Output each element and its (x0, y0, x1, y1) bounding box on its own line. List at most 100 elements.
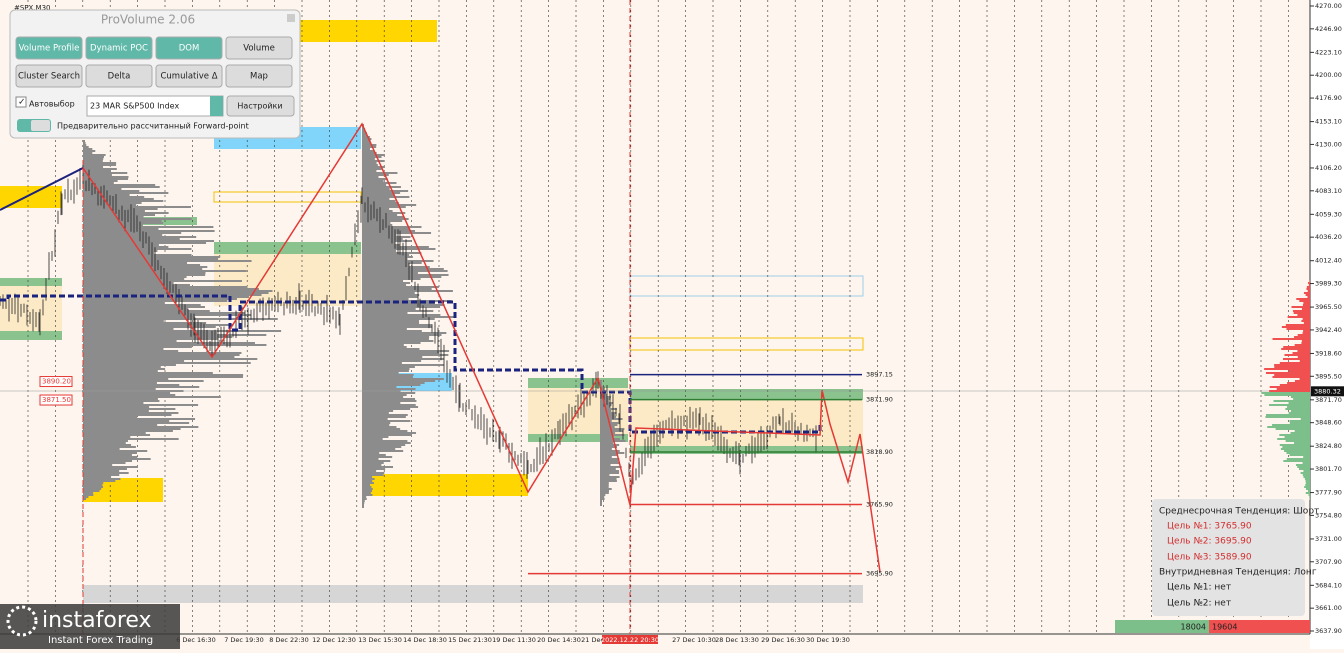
profile-bar (1303, 474, 1310, 476)
profile-bar (1298, 334, 1310, 336)
profile-bar (362, 376, 413, 378)
profile-bar (83, 226, 213, 228)
profile-bar (362, 336, 429, 338)
profile-bar (362, 444, 405, 446)
profile-bar (362, 184, 386, 186)
profile-bar (600, 490, 609, 492)
profile-bar (362, 504, 364, 506)
profile-bar (83, 154, 106, 156)
profile-bar (600, 480, 617, 482)
profile-bar (83, 216, 144, 218)
profile-bar (1308, 290, 1310, 292)
level-label: 3695.90 (866, 570, 893, 578)
forward-point-label: Предварительно рассчитанный Forward-poin… (57, 122, 249, 131)
profile-bar (1280, 362, 1310, 364)
profile-bar (83, 192, 168, 194)
zone (83, 585, 863, 603)
profile-bar (600, 498, 605, 500)
profile-bar (1296, 464, 1310, 466)
profile-bar (83, 368, 165, 370)
profile-bar (362, 292, 415, 294)
profile-bar (1306, 480, 1310, 482)
profile-bar (362, 368, 409, 370)
profile-bar (1285, 436, 1310, 438)
zone (528, 378, 628, 388)
profile-bar (83, 258, 218, 260)
profile-bar (1297, 350, 1310, 352)
profile-bar (1303, 456, 1310, 458)
profile-bar (83, 354, 240, 356)
tick-label: 4246.90 (1315, 25, 1342, 33)
zone (0, 278, 62, 286)
profile-bar (362, 186, 401, 188)
profile-bar (362, 326, 432, 328)
panel-button-label: Cluster Search (18, 72, 80, 82)
profile-bar (600, 396, 611, 398)
profile-bar (600, 452, 624, 454)
tick-label: 4036.20 (1315, 233, 1342, 241)
profile-bar (362, 262, 422, 264)
date-label: 14 Dec 18:30 (403, 636, 447, 644)
profile-bar (83, 270, 247, 272)
profile-bar (1302, 308, 1310, 310)
profile-bar (83, 304, 201, 306)
profile-bar (362, 398, 415, 400)
profile-bar (83, 186, 160, 188)
profile-bar (1297, 466, 1310, 468)
profile-bar (83, 328, 174, 330)
profile-bar (1299, 468, 1310, 470)
profile-bar (362, 264, 409, 266)
profile-bar (362, 330, 422, 332)
profile-bar (83, 382, 157, 384)
close-button[interactable] (287, 14, 295, 22)
profile-bar (83, 446, 136, 448)
profile-bar (83, 406, 149, 408)
panel-button-label: Map (250, 72, 268, 82)
profile-bar (362, 358, 444, 360)
profile-bar (362, 478, 375, 480)
profile-bar (362, 474, 384, 476)
profile-bar (83, 232, 181, 234)
profile-bar (83, 228, 158, 230)
profile-bar (362, 494, 372, 496)
profile-bar (83, 442, 126, 444)
profile-bar (362, 370, 409, 372)
profile-bar (83, 362, 251, 364)
profile-bar (83, 336, 232, 338)
profile-bar (362, 498, 367, 500)
profile-bar (362, 316, 455, 318)
profile-bar (1291, 410, 1310, 412)
tick-label: 4176.90 (1315, 94, 1342, 102)
tick-label: 3801.70 (1315, 465, 1342, 473)
profile-bar (1276, 428, 1310, 430)
profile-bar (362, 382, 425, 384)
profile-bar (83, 266, 207, 268)
profile-bar (83, 348, 163, 350)
profile-bar (1266, 414, 1310, 416)
profile-bar (1273, 400, 1310, 402)
panel-title: ProVolume 2.06 (101, 13, 195, 27)
profile-bar (83, 496, 88, 498)
profile-bar (83, 494, 93, 496)
profile-bar (362, 454, 386, 456)
profile-bar (362, 404, 416, 406)
profile-bar (362, 502, 364, 504)
profile-bar (1306, 488, 1310, 490)
profile-bar (362, 428, 400, 430)
profile-bar (362, 344, 404, 346)
select-arrow[interactable] (210, 96, 223, 116)
profile-bar (83, 452, 137, 454)
profile-bar (362, 162, 377, 164)
tick-label: 4270.00 (1315, 2, 1342, 10)
profile-bar (83, 484, 102, 486)
profile-bar (362, 466, 393, 468)
profile-bar (362, 464, 381, 466)
profile-bar (83, 180, 118, 182)
profile-bar (600, 462, 619, 464)
profile-bar (362, 234, 396, 236)
tick-label: 3965.50 (1315, 303, 1342, 311)
profile-bar (362, 422, 390, 424)
profile-bar (362, 146, 376, 148)
profile-bar (1294, 312, 1310, 314)
